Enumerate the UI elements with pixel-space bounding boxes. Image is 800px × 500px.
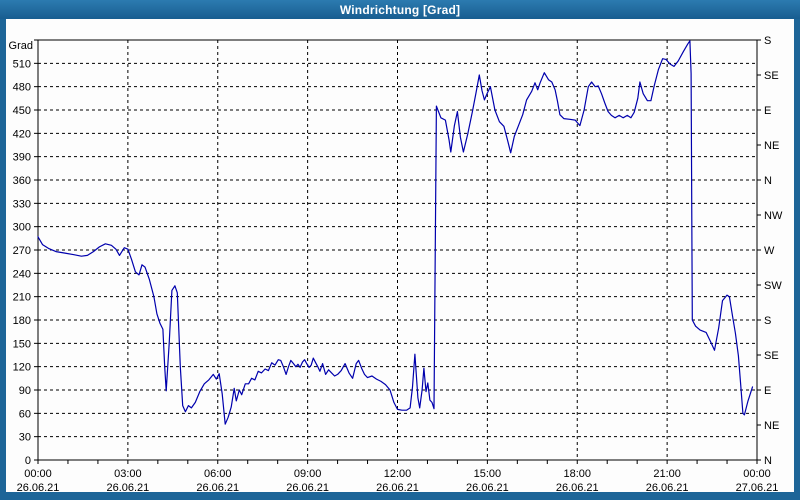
y-axis-unit-label: Grad: [9, 40, 33, 52]
x-date-label-7: 26.06.21: [646, 482, 689, 492]
y-label-360: 360: [13, 175, 31, 187]
right-label-0: N: [764, 455, 772, 467]
x-date-label-6: 26.06.21: [556, 482, 599, 492]
x-date-label-0: 26.06.21: [17, 482, 60, 492]
y-label-150: 150: [13, 338, 31, 350]
y-label-390: 390: [13, 152, 31, 164]
x-time-label-2: 06:00: [204, 468, 232, 480]
x-axis-time-labels: 00:00 03:00 06:00 09:00 12:00 15:00 18:00 21:00…: [24, 468, 771, 480]
window-title: Windrichtung [Grad]: [339, 2, 461, 17]
right-label-135: SE: [764, 350, 779, 362]
y-label-300: 300: [13, 222, 31, 234]
x-date-label-5: 26.06.21: [466, 482, 509, 492]
y-label-30: 30: [19, 432, 31, 444]
x-date-label-8: 27.06.21: [736, 482, 779, 492]
y-label-210: 210: [13, 292, 31, 304]
x-date-label-1: 26.06.21: [106, 482, 149, 492]
vertical-gridlines: [127, 40, 668, 460]
right-label-540: S: [764, 35, 771, 47]
wind-direction-line: [37, 40, 754, 425]
right-axis-ticks: [757, 39, 761, 461]
wind-direction-chart: 0 30 60 90 120 150 180 210 240 270 300 330 360 390 420…: [9, 35, 783, 494]
x-time-label-6: 18:00: [563, 468, 591, 480]
right-label-495: SE: [764, 70, 779, 82]
y-label-90: 90: [19, 385, 31, 397]
x-axis-date-labels: 26.06.21 26.06.21 26.06.21 26.06.21 26.06.21…: [17, 482, 779, 494]
x-time-label-5: 15:00: [474, 468, 502, 480]
title-bar: Windrichtung [Grad]: [0, 0, 800, 19]
x-axis-ticks: [37, 460, 758, 464]
x-time-label-3: 09:00: [294, 468, 322, 480]
x-time-label-7: 21:00: [653, 468, 681, 480]
x-date-label-2: 26.06.21: [196, 482, 239, 492]
y-label-420: 420: [13, 128, 31, 140]
y-label-180: 180: [13, 315, 31, 327]
right-axis-compass-labels: S SE E NE N NW W SW S SE E NE N: [764, 35, 783, 467]
y-label-480: 480: [13, 82, 31, 94]
x-date-label-4: 26.06.21: [376, 482, 419, 492]
x-time-label-8: 00:00: [743, 468, 771, 480]
y-axis-ticks: [34, 39, 38, 461]
x-time-label-1: 03:00: [114, 468, 142, 480]
y-label-330: 330: [13, 198, 31, 210]
x-time-label-4: 12:00: [384, 468, 412, 480]
y-label-240: 240: [13, 268, 31, 280]
right-label-225: SW: [764, 280, 782, 292]
y-label-120: 120: [13, 362, 31, 374]
right-label-360: N: [764, 175, 772, 187]
y-label-450: 450: [13, 105, 31, 117]
y-axis-labels: 0 30 60 90 120 150 180 210 240 270 300 330 360 390 420…: [13, 58, 31, 467]
right-label-180: S: [764, 315, 771, 327]
right-label-450: E: [764, 105, 771, 117]
right-label-270: W: [764, 245, 775, 257]
x-time-label-0: 00:00: [24, 468, 52, 480]
right-label-45: NE: [764, 420, 779, 432]
right-label-315: NW: [764, 210, 783, 222]
right-label-90: E: [764, 385, 771, 397]
y-label-0: 0: [25, 455, 31, 467]
y-label-60: 60: [19, 408, 31, 420]
right-label-405: NE: [764, 140, 779, 152]
x-date-label-3: 26.06.21: [286, 482, 329, 492]
y-label-510: 510: [13, 58, 31, 70]
y-label-270: 270: [13, 245, 31, 257]
chart-area: 0 30 60 90 120 150 180 210 240 270 300 330 360 390 420…: [6, 19, 794, 494]
